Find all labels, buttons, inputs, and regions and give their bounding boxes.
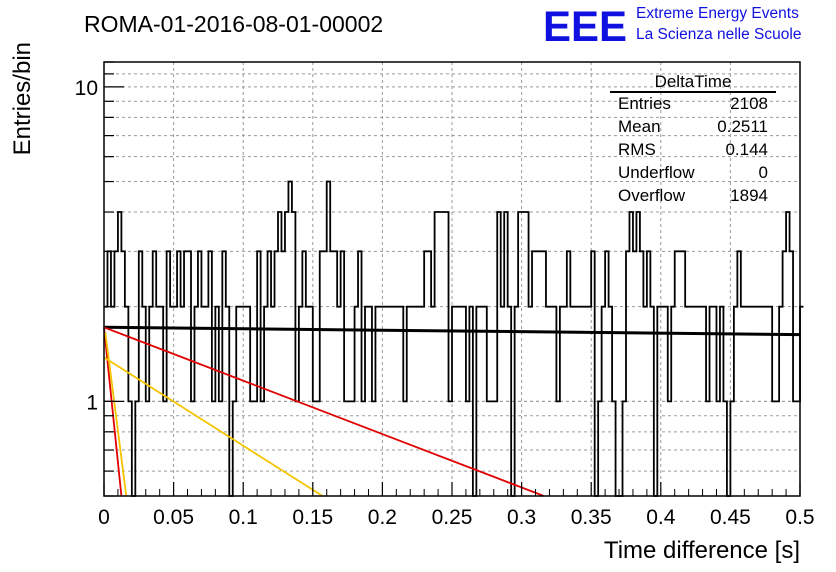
fit-curve-red [103, 326, 545, 497]
stats-label-overflow: Overflow [618, 186, 686, 205]
logo-line-1: Extreme Energy Events [636, 5, 799, 22]
fit-curves [103, 325, 801, 497]
x-tick-label: 0.4 [646, 506, 676, 529]
y-tick-label: 10 [75, 77, 98, 100]
stats-value-mean: 0.2511 [717, 117, 768, 136]
stats-value-entries: 2108 [730, 94, 768, 113]
stats-value-rms: 0.144 [725, 140, 768, 159]
x-tick-label: 0 [98, 506, 110, 529]
eee-logo: EEE [543, 3, 627, 51]
x-tick-label: 0.25 [432, 506, 473, 529]
axis-ticks: 0 0.05 0.1 0.15 0.2 0.25 0.3 0.35 0.4 0.45 0.5 1 10 [75, 61, 815, 529]
x-tick-label: 0.05 [153, 506, 194, 529]
fit-curve-red [103, 327, 123, 497]
fit-curve-yellow [103, 356, 324, 497]
stats-label-rms: RMS [618, 140, 656, 159]
x-tick-label: 0.3 [507, 506, 536, 529]
y-tick-label: 1 [86, 391, 98, 414]
stats-title: DeltaTime [655, 72, 732, 91]
fit-curve-yellow [104, 332, 128, 497]
y-axis-title: Entries/bin [9, 42, 36, 155]
x-tick-label: 0.5 [785, 506, 814, 529]
logo-line-2: La Scienza nelle Scuole [636, 26, 801, 43]
stats-value-underflow: 0 [759, 163, 768, 182]
stats-label-entries: Entries [618, 94, 671, 113]
stats-label-mean: Mean [618, 117, 661, 136]
histogram-line [104, 180, 804, 497]
run-title: ROMA-01-2016-08-01-00002 [84, 11, 383, 37]
stats-label-underflow: Underflow [618, 163, 695, 182]
x-tick-label: 0.35 [571, 506, 612, 529]
stats-value-overflow: 1894 [730, 186, 768, 205]
x-tick-label: 0.15 [292, 506, 333, 529]
x-tick-label: 0.2 [368, 506, 397, 529]
x-tick-label: 0.1 [229, 506, 258, 529]
stats-box: DeltaTime Entries 2108 Mean 0.2511 RMS 0… [610, 72, 776, 205]
x-axis-title: Time difference [s] [604, 537, 800, 564]
x-tick-label: 0.45 [710, 506, 751, 529]
histogram-series [104, 180, 804, 497]
fit-curve-black [103, 325, 801, 337]
